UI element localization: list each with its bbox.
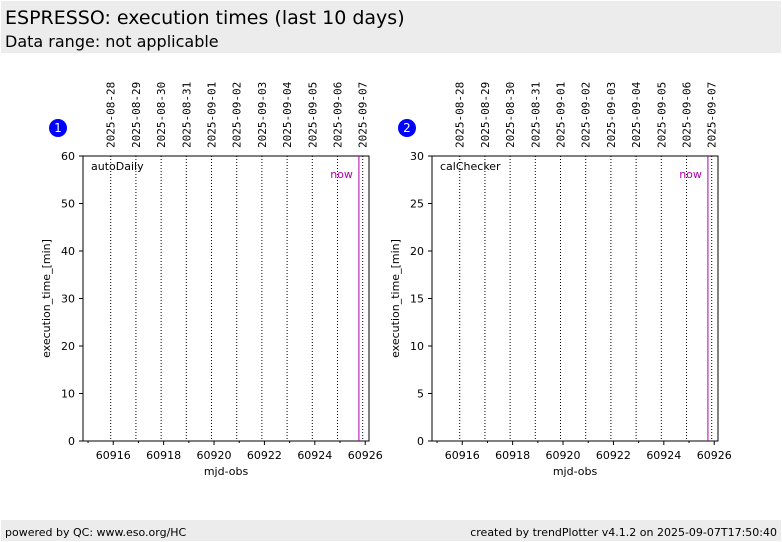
y-tick-label: 40 bbox=[61, 245, 75, 258]
date-label: 2025-09-07 bbox=[357, 82, 370, 148]
y-tick-label: 30 bbox=[61, 293, 75, 306]
now-label: now bbox=[330, 168, 353, 181]
x-tick-label: 60926 bbox=[348, 449, 383, 462]
x-tick-label: 60916 bbox=[445, 449, 480, 462]
y-tick-label: 0 bbox=[68, 435, 75, 448]
date-label: 2025-09-05 bbox=[306, 82, 319, 148]
y-tick-label: 50 bbox=[61, 198, 75, 211]
date-label: 2025-09-06 bbox=[681, 82, 694, 148]
date-label: 2025-09-04 bbox=[281, 81, 294, 148]
y-tick-label: 25 bbox=[410, 198, 424, 211]
y-axis-label: execution_time_[min] bbox=[40, 239, 53, 358]
date-label: 2025-09-02 bbox=[580, 82, 593, 148]
x-axis-label: mjd-obs bbox=[204, 465, 249, 478]
date-label: 2025-09-07 bbox=[706, 82, 719, 148]
date-label: 2025-08-28 bbox=[454, 82, 467, 148]
panel-number-badge bbox=[49, 119, 67, 137]
y-tick-label: 5 bbox=[417, 388, 424, 401]
date-label: 2025-09-03 bbox=[256, 82, 269, 148]
y-tick-label: 10 bbox=[61, 388, 75, 401]
x-tick-label: 60922 bbox=[247, 449, 282, 462]
page-subtitle: Data range: not applicable bbox=[5, 32, 219, 51]
panel-number-badge bbox=[398, 119, 416, 137]
x-tick-label: 60922 bbox=[596, 449, 631, 462]
date-label: 2025-09-02 bbox=[231, 82, 244, 148]
x-tick-label: 60920 bbox=[197, 449, 232, 462]
y-tick-label: 10 bbox=[410, 340, 424, 353]
date-label: 2025-09-01 bbox=[555, 82, 568, 148]
footer-bar: powered by QC: www.eso.org/HC created by… bbox=[1, 520, 781, 541]
x-tick-label: 60918 bbox=[146, 449, 181, 462]
y-tick-label: 20 bbox=[410, 245, 424, 258]
date-label: 2025-08-31 bbox=[529, 82, 542, 148]
x-tick-label: 60926 bbox=[697, 449, 732, 462]
y-tick-label: 0 bbox=[417, 435, 424, 448]
chart-panel-1: 2025-08-28 2025-08-29 2025-08-30 2025-08-31… bbox=[40, 81, 383, 478]
y-tick-label: 15 bbox=[410, 293, 424, 306]
footer-credit: powered by QC: www.eso.org/HC bbox=[5, 526, 187, 539]
date-label: 2025-08-31 bbox=[180, 82, 193, 148]
panel-number-text: 2 bbox=[403, 121, 411, 135]
footer-created: created by trendPlotter v4.1.2 on 2025-0… bbox=[470, 526, 777, 539]
chart-panel-2: 2025-08-28 2025-08-29 2025-08-30 2025-08-31… bbox=[389, 81, 732, 478]
panel-label: calChecker bbox=[440, 160, 501, 173]
x-tick-label: 60918 bbox=[495, 449, 530, 462]
date-label: 2025-09-05 bbox=[655, 82, 668, 148]
panel-label: autoDaily bbox=[91, 160, 144, 173]
y-tick-label: 60 bbox=[61, 150, 75, 163]
y-tick-label: 30 bbox=[410, 150, 424, 163]
plot-frame bbox=[431, 155, 719, 442]
date-label: 2025-08-29 bbox=[130, 82, 143, 148]
plot-frame bbox=[82, 155, 370, 442]
date-label: 2025-09-06 bbox=[332, 82, 345, 148]
date-label: 2025-08-28 bbox=[105, 82, 118, 148]
x-tick-label: 60920 bbox=[546, 449, 581, 462]
x-tick-label: 60916 bbox=[96, 449, 131, 462]
y-axis-label: execution_time_[min] bbox=[389, 239, 402, 358]
x-tick-label: 60924 bbox=[297, 449, 332, 462]
date-label: 2025-09-04 bbox=[630, 81, 643, 148]
page-title: ESPRESSO: execution times (last 10 days) bbox=[5, 7, 405, 29]
date-label: 2025-08-29 bbox=[479, 82, 492, 148]
now-label: now bbox=[679, 168, 702, 181]
x-tick-label: 60924 bbox=[646, 449, 681, 462]
date-label: 2025-09-03 bbox=[605, 82, 618, 148]
panel-number-text: 1 bbox=[54, 121, 62, 135]
y-tick-label: 20 bbox=[61, 340, 75, 353]
date-label: 2025-08-30 bbox=[155, 82, 168, 148]
x-axis-label: mjd-obs bbox=[553, 465, 598, 478]
header-bar: ESPRESSO: execution times (last 10 days)… bbox=[1, 1, 781, 53]
date-label: 2025-08-30 bbox=[504, 82, 517, 148]
date-label: 2025-09-01 bbox=[206, 82, 219, 148]
